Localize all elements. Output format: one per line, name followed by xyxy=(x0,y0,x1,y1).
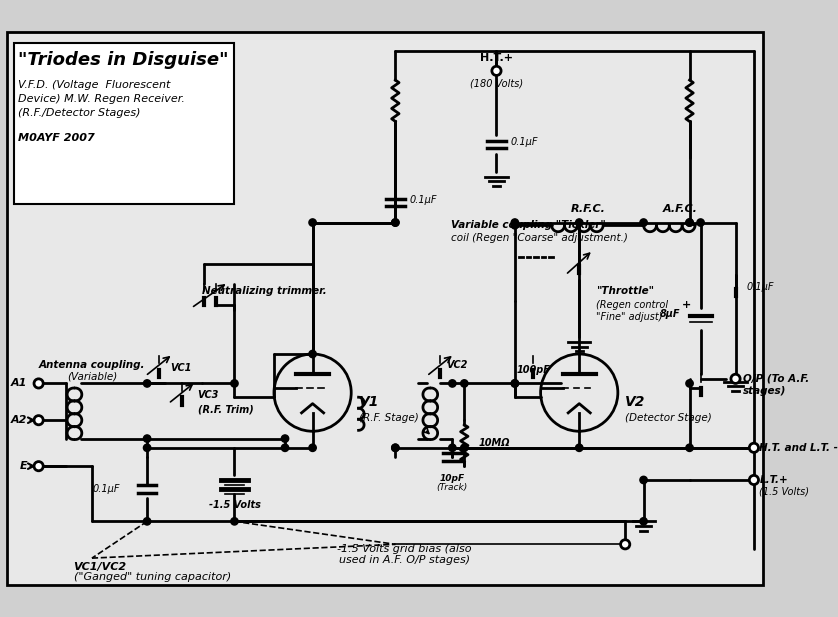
Text: 0.1μF: 0.1μF xyxy=(409,194,437,205)
Text: A2: A2 xyxy=(11,415,28,425)
Text: Device) M.W. Regen Receiver.: Device) M.W. Regen Receiver. xyxy=(18,94,185,104)
Circle shape xyxy=(576,444,583,452)
Text: 100pF: 100pF xyxy=(516,365,551,375)
Circle shape xyxy=(309,350,316,358)
Circle shape xyxy=(34,379,44,388)
Text: "Fine" adjust): "Fine" adjust) xyxy=(596,312,662,322)
Text: Antenna coupling.: Antenna coupling. xyxy=(39,360,145,370)
Circle shape xyxy=(282,435,289,442)
Circle shape xyxy=(461,444,468,452)
Circle shape xyxy=(143,379,151,387)
Circle shape xyxy=(492,66,501,75)
Text: 8μF: 8μF xyxy=(660,310,680,320)
Text: VC2: VC2 xyxy=(446,360,468,370)
Circle shape xyxy=(143,444,151,452)
Text: V1: V1 xyxy=(359,395,379,409)
Circle shape xyxy=(448,379,456,387)
Circle shape xyxy=(391,219,399,226)
Circle shape xyxy=(230,518,238,525)
Text: used in A.F. O/P stages): used in A.F. O/P stages) xyxy=(339,555,470,565)
Text: O/P (To A.F.: O/P (To A.F. xyxy=(742,374,810,384)
Circle shape xyxy=(34,462,44,471)
Circle shape xyxy=(34,416,44,425)
Circle shape xyxy=(461,379,468,387)
Text: (R.F. Trim): (R.F. Trim) xyxy=(198,404,253,414)
Circle shape xyxy=(230,379,238,387)
Circle shape xyxy=(448,444,456,452)
Text: (R.F./Detector Stages): (R.F./Detector Stages) xyxy=(18,107,141,118)
Circle shape xyxy=(749,443,758,452)
Text: Neutralizing trimmer.: Neutralizing trimmer. xyxy=(202,286,327,297)
Circle shape xyxy=(685,219,693,226)
Circle shape xyxy=(511,222,519,229)
Text: VC1: VC1 xyxy=(170,363,191,373)
Text: 0.1μF: 0.1μF xyxy=(510,136,538,147)
Text: 0.1μF: 0.1μF xyxy=(92,484,120,494)
Circle shape xyxy=(621,540,630,549)
Circle shape xyxy=(282,444,289,452)
Circle shape xyxy=(731,375,740,383)
Circle shape xyxy=(511,219,519,226)
Text: (Detector Stage): (Detector Stage) xyxy=(625,413,712,423)
Text: M0AYF 2007: M0AYF 2007 xyxy=(18,133,96,143)
Text: ("Ganged" tuning capacitor): ("Ganged" tuning capacitor) xyxy=(74,571,230,581)
Circle shape xyxy=(576,219,583,226)
Text: 10pF: 10pF xyxy=(440,473,465,482)
Circle shape xyxy=(391,219,399,226)
Circle shape xyxy=(685,379,693,387)
Text: E: E xyxy=(20,461,28,471)
Circle shape xyxy=(640,518,647,525)
FancyBboxPatch shape xyxy=(13,43,235,204)
Text: R.F.C.: R.F.C. xyxy=(571,204,606,213)
Circle shape xyxy=(749,475,758,484)
Circle shape xyxy=(685,444,693,452)
Text: (R.F. Stage): (R.F. Stage) xyxy=(359,413,418,423)
Text: A1: A1 xyxy=(11,378,28,389)
Circle shape xyxy=(685,219,693,226)
Circle shape xyxy=(391,444,399,452)
Text: -1.5 Volts: -1.5 Volts xyxy=(209,500,261,510)
Text: 10MΩ: 10MΩ xyxy=(478,438,510,448)
Text: H.T. and L.T. -: H.T. and L.T. - xyxy=(759,443,838,453)
Text: 0.1μF: 0.1μF xyxy=(747,282,774,292)
Text: +: + xyxy=(682,300,691,310)
Text: VC1/VC2: VC1/VC2 xyxy=(74,562,127,573)
Text: VC3: VC3 xyxy=(198,391,219,400)
Text: -1.5 Volts grid bias (also: -1.5 Volts grid bias (also xyxy=(337,544,472,554)
Circle shape xyxy=(143,518,151,525)
Circle shape xyxy=(309,219,316,226)
Circle shape xyxy=(391,444,399,452)
Text: "Triodes in Disguise": "Triodes in Disguise" xyxy=(18,51,229,68)
Text: "Throttle": "Throttle" xyxy=(596,286,654,297)
Text: (Track): (Track) xyxy=(437,482,468,492)
Text: L.T.+: L.T.+ xyxy=(759,475,789,485)
Circle shape xyxy=(640,219,647,226)
Text: (1.5 Volts): (1.5 Volts) xyxy=(759,487,810,497)
Text: A.F.C.: A.F.C. xyxy=(663,204,698,213)
Text: coil (Regen "Coarse" adjustment.): coil (Regen "Coarse" adjustment.) xyxy=(451,233,628,243)
Circle shape xyxy=(143,435,151,442)
Text: V.F.D. (Voltage  Fluorescent: V.F.D. (Voltage Fluorescent xyxy=(18,80,171,90)
Text: (Variable): (Variable) xyxy=(67,371,117,381)
Text: Variable coupling "Tickler": Variable coupling "Tickler" xyxy=(451,220,605,230)
FancyBboxPatch shape xyxy=(8,32,763,585)
Circle shape xyxy=(511,379,519,387)
Text: stages): stages) xyxy=(742,386,786,395)
Circle shape xyxy=(697,219,704,226)
Circle shape xyxy=(640,476,647,484)
Text: V2: V2 xyxy=(625,395,645,409)
Text: (180 Volts): (180 Volts) xyxy=(470,78,523,88)
Text: H.T.+: H.T.+ xyxy=(480,54,513,64)
Text: (Regen control: (Regen control xyxy=(596,300,668,310)
Circle shape xyxy=(511,379,519,387)
Circle shape xyxy=(309,444,316,452)
